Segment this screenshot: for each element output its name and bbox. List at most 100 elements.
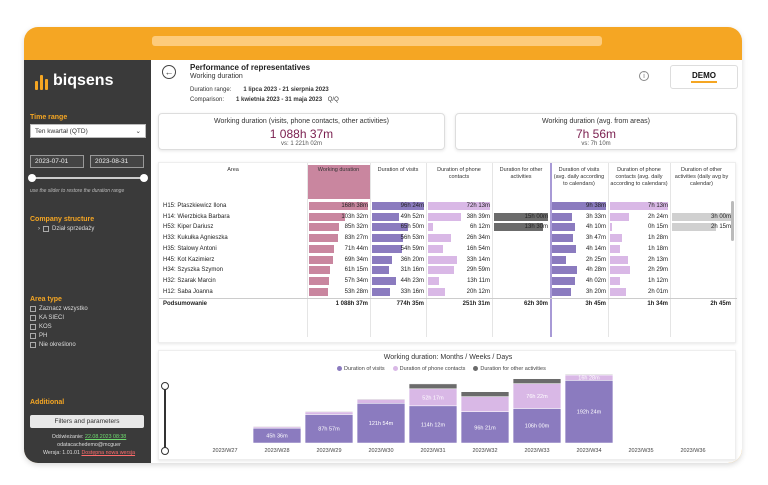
bar-other[interactable] [252, 425, 302, 428]
table-row[interactable]: H33: Kukułka Agnieszka 83h 27m 56h 53m 26h … [159, 233, 737, 244]
bar-phone[interactable] [512, 383, 562, 409]
area-option[interactable]: KOS [30, 324, 52, 330]
bar-label: 45h 36m [266, 434, 288, 440]
comparison-range: Comparison: 1 kwietnia 2023 - 31 maja 202… [190, 97, 339, 103]
column-header[interactable]: Area [227, 167, 239, 173]
slider-handle-start[interactable] [28, 174, 36, 182]
bar-visits[interactable] [564, 380, 614, 444]
cell-phone: 33h 14m [466, 256, 490, 263]
slider-handle-end[interactable] [140, 174, 148, 182]
kpi-card-working-duration: Working duration (visits, phone contacts… [158, 113, 445, 150]
area-option[interactable]: Zaznacz wszystko [30, 306, 88, 312]
cell-visits: 96h 24m [400, 203, 424, 209]
kpi-card-avg-duration: Working duration (avg. from areas) 7h 56… [455, 113, 737, 150]
date-to-input[interactable]: 2023-08-31 [90, 155, 144, 168]
filters-parameters-button[interactable]: Filters and parameters [30, 415, 144, 428]
legend-item-visits[interactable]: Duration of visits [337, 366, 385, 372]
app-window: biqsens Time range Ten kwartał (QTD) ⌄ 2… [24, 27, 742, 463]
zoom-slider-handle[interactable] [161, 382, 169, 390]
bar-other[interactable] [304, 410, 354, 413]
bar-phone[interactable] [460, 396, 510, 412]
checkbox[interactable] [30, 324, 36, 330]
cell-work: 71h 44m [344, 245, 368, 252]
table-row[interactable]: H15: Ptaszkiewicz Ilona 168h 38m 96h 24m 72… [159, 201, 737, 212]
bar-other[interactable] [356, 398, 406, 400]
new-version-link[interactable]: Dostępna nowa wersja [81, 450, 136, 456]
value-bar [309, 255, 334, 264]
brand-logo: biqsens [35, 72, 113, 90]
value-bar [552, 276, 575, 285]
bar-other[interactable] [512, 378, 562, 384]
column-header[interactable]: Duration of other activities (daily avg … [674, 167, 729, 187]
column-header[interactable]: Working duration [307, 165, 370, 199]
company-item[interactable]: › Dział sprzedaży [38, 226, 95, 232]
cell-avg-visits: 4h 28m [585, 267, 606, 274]
working-duration-chart: Working duration: Months / Weeks / Days … [158, 350, 736, 460]
column-header[interactable]: Duration of phone contacts [437, 167, 481, 180]
info-icon[interactable]: i [639, 71, 649, 81]
area-type-label: Area type [30, 296, 62, 303]
cell-work: 69h 34m [344, 256, 368, 263]
bar-visits[interactable] [356, 403, 406, 444]
date-from-input[interactable]: 2023-07-01 [30, 155, 84, 168]
refresh-date-link[interactable]: 22.08.2023 08:38 [85, 434, 127, 440]
table-row[interactable]: H32: Szarak Marcin 57h 34m 44h 23m 13h 11m 4… [159, 276, 737, 287]
date-range-slider[interactable] [28, 174, 148, 182]
x-tick-label: 2023/W32 [472, 448, 497, 454]
bar-visits[interactable] [408, 405, 458, 444]
bar-phone[interactable] [356, 399, 406, 404]
value-bar [610, 234, 622, 243]
cell-visits: 56h 53m [400, 235, 424, 242]
table-row[interactable]: H53: Kiper Dariusz 85h 32m 65h 50m 6h 12m 13… [159, 222, 737, 233]
checkbox[interactable] [30, 306, 36, 312]
cell-avg-visits: 2h 25m [585, 256, 606, 263]
area-option[interactable]: PH [30, 333, 47, 339]
table-row[interactable]: H35: Stalowy Antoni 71h 44m 54h 59m 16h 54m… [159, 244, 737, 255]
expand-icon[interactable]: › [38, 226, 40, 232]
value-bar [428, 212, 462, 221]
area-option[interactable]: KA SIECI [30, 315, 64, 321]
column-header[interactable]: Duration of visits (avg. daily according… [553, 167, 605, 187]
bar-label: 16h 28m [578, 376, 600, 382]
column-header[interactable]: Duration of phone contacts (avg. daily a… [610, 167, 668, 187]
bar-other[interactable] [408, 383, 458, 390]
table-row[interactable]: H34: Szyszka Szymon 61h 15m 31h 16m 29h 59m… [159, 265, 737, 276]
table-scrollbar[interactable] [731, 201, 734, 241]
bar-phone[interactable] [304, 411, 354, 415]
value-bar [309, 276, 330, 285]
row-name: H53: Kiper Dariusz [163, 224, 214, 231]
checkbox[interactable] [43, 226, 49, 232]
x-tick-label: 2023/W29 [316, 448, 341, 454]
legend-item-other[interactable]: Duration for other activities [473, 366, 546, 372]
x-tick-label: 2023/W28 [264, 448, 289, 454]
table-row[interactable]: H12: Saba Joanna 53h 28m 33h 16m 20h 12m 3h … [159, 287, 737, 298]
column-header[interactable]: Duration of visits [377, 167, 419, 173]
bar-other[interactable] [460, 391, 510, 397]
x-tick-label: 2023/W34 [576, 448, 601, 454]
value-bar [610, 223, 613, 232]
kpi-comparison: vs: 7h 10m [581, 141, 611, 147]
back-arrow-icon[interactable]: ← [162, 65, 176, 79]
bar-other[interactable] [564, 374, 614, 376]
checkbox[interactable] [30, 342, 36, 348]
value-bar [610, 202, 668, 210]
checkbox[interactable] [30, 333, 36, 339]
bar-visits[interactable] [512, 408, 562, 444]
cell-phone: 13h 11m [467, 277, 490, 284]
column-header[interactable]: Duration for other activities [499, 167, 543, 180]
legend-item-phone[interactable]: Duration of phone contacts [392, 366, 465, 372]
table-row[interactable]: H45: Kot Kazimierz 69h 34m 36h 20m 33h 14m 2… [159, 255, 737, 266]
value-bar [494, 212, 548, 221]
area-option[interactable]: Nie określono [30, 342, 76, 348]
cell-visits: 33h 16m [400, 288, 424, 295]
bar-visits[interactable] [304, 414, 354, 444]
period-dropdown[interactable]: Ten kwartał (QTD) ⌄ [30, 124, 146, 138]
cell-avg-phone: 2h 29m [647, 267, 668, 274]
cell-avg-visits: 9h 38m [585, 203, 606, 209]
table-row[interactable]: H14: Wierzbicka Barbara 103h 32m 49h 52m 38… [159, 212, 737, 223]
value-bar [672, 223, 717, 232]
checkbox[interactable] [30, 315, 36, 321]
page-title: Performance of representatives [190, 63, 311, 72]
bar-visits[interactable] [460, 411, 510, 444]
zoom-slider-handle[interactable] [161, 447, 169, 455]
